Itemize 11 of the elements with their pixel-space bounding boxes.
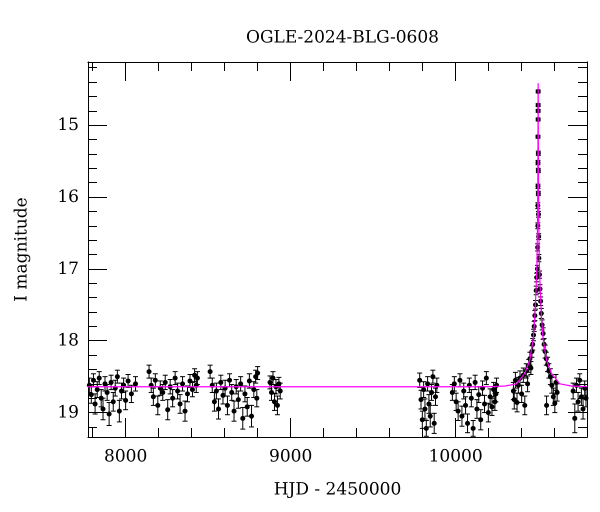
chart-title: OGLE-2024-BLG-0608: [246, 28, 439, 48]
x-tick-label: 8000: [104, 446, 148, 466]
x-tick-label: 10000: [428, 446, 483, 466]
y-tick-label: 18: [57, 330, 79, 351]
x-tick-label: 9000: [269, 446, 312, 466]
y-tick-label: 16: [57, 187, 79, 208]
y-tick-label: 19: [57, 402, 79, 423]
y-tick-label: 15: [57, 115, 79, 136]
y-tick-label: 17: [57, 258, 79, 279]
x-axis-title: HJD - 2450000: [274, 480, 402, 500]
y-axis-title: I magnitude: [12, 197, 32, 302]
